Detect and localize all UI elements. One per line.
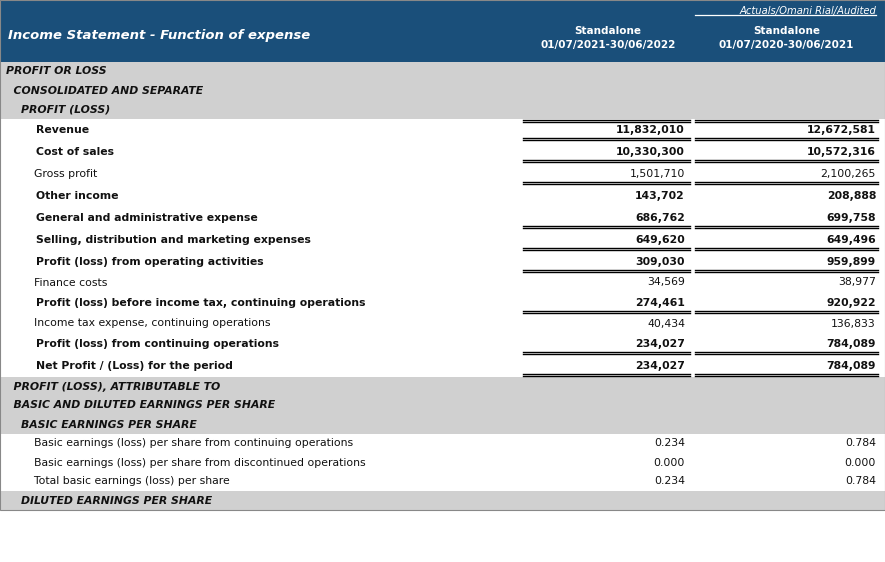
Text: 1,501,710: 1,501,710: [629, 169, 685, 179]
Text: 920,922: 920,922: [827, 298, 876, 308]
Text: 38,977: 38,977: [838, 278, 876, 288]
Text: 234,027: 234,027: [635, 361, 685, 371]
Text: 10,572,316: 10,572,316: [807, 147, 876, 157]
Text: 649,496: 649,496: [827, 235, 876, 245]
Bar: [0, 377, 885, 396]
Text: 10,330,300: 10,330,300: [616, 147, 685, 157]
Text: 0.784: 0.784: [845, 438, 876, 448]
Text: Income tax expense, continuing operations: Income tax expense, continuing operation…: [6, 319, 271, 329]
Bar: [0, 333, 885, 355]
Text: BASIC EARNINGS PER SHARE: BASIC EARNINGS PER SHARE: [6, 419, 196, 429]
Text: 0.234: 0.234: [654, 438, 685, 448]
Text: Profit (loss) from continuing operations: Profit (loss) from continuing operations: [6, 339, 279, 349]
Bar: [0, 355, 885, 377]
Text: Total basic earnings (loss) per share: Total basic earnings (loss) per share: [6, 477, 230, 487]
Text: Income Statement - Function of expense: Income Statement - Function of expense: [8, 29, 311, 43]
Text: 136,833: 136,833: [831, 319, 876, 329]
Text: 274,461: 274,461: [635, 298, 685, 308]
Text: 309,030: 309,030: [635, 257, 685, 267]
Text: Gross profit: Gross profit: [6, 169, 97, 179]
Text: Revenue: Revenue: [6, 125, 89, 135]
Text: 12,672,581: 12,672,581: [807, 125, 876, 135]
Bar: [0, 314, 885, 333]
Text: Cost of sales: Cost of sales: [6, 147, 114, 157]
Text: BASIC AND DILUTED EARNINGS PER SHARE: BASIC AND DILUTED EARNINGS PER SHARE: [6, 401, 275, 410]
Text: 959,899: 959,899: [827, 257, 876, 267]
Text: PROFIT (LOSS): PROFIT (LOSS): [6, 105, 111, 115]
Text: Standalone
01/07/2021-30/06/2022: Standalone 01/07/2021-30/06/2022: [541, 26, 675, 51]
Bar: [0, 0, 885, 62]
Bar: [0, 119, 885, 141]
Text: PROFIT OR LOSS: PROFIT OR LOSS: [6, 66, 106, 76]
Bar: [0, 292, 885, 314]
Text: 34,569: 34,569: [647, 278, 685, 288]
Bar: [0, 453, 885, 472]
Text: 40,434: 40,434: [647, 319, 685, 329]
Bar: [0, 100, 885, 119]
Text: Net Profit / (Loss) for the period: Net Profit / (Loss) for the period: [6, 361, 233, 371]
Text: 2,100,265: 2,100,265: [820, 169, 876, 179]
Bar: [0, 434, 885, 453]
Text: 686,762: 686,762: [635, 213, 685, 223]
Text: 0.234: 0.234: [654, 477, 685, 487]
Bar: [0, 81, 885, 100]
Text: Profit (loss) from operating activities: Profit (loss) from operating activities: [6, 257, 264, 267]
Text: Other income: Other income: [6, 191, 119, 201]
Bar: [0, 273, 885, 292]
Bar: [0, 472, 885, 491]
Bar: [0, 62, 885, 81]
Bar: [0, 207, 885, 229]
Text: General and administrative expense: General and administrative expense: [6, 213, 258, 223]
Text: Basic earnings (loss) per share from discontinued operations: Basic earnings (loss) per share from dis…: [6, 457, 366, 468]
Bar: [0, 229, 885, 251]
Text: 208,888: 208,888: [827, 191, 876, 201]
Text: 0.000: 0.000: [844, 457, 876, 468]
Text: 234,027: 234,027: [635, 339, 685, 349]
Text: 11,832,010: 11,832,010: [616, 125, 685, 135]
Bar: [0, 185, 885, 207]
Text: 649,620: 649,620: [635, 235, 685, 245]
Text: CONSOLIDATED AND SEPARATE: CONSOLIDATED AND SEPARATE: [6, 85, 204, 96]
Bar: [0, 251, 885, 273]
Bar: [0, 491, 885, 510]
Text: Selling, distribution and marketing expenses: Selling, distribution and marketing expe…: [6, 235, 311, 245]
Text: Basic earnings (loss) per share from continuing operations: Basic earnings (loss) per share from con…: [6, 438, 353, 448]
Text: Finance costs: Finance costs: [6, 278, 107, 288]
Text: 784,089: 784,089: [827, 339, 876, 349]
Text: Standalone
01/07/2020-30/06/2021: Standalone 01/07/2020-30/06/2021: [719, 26, 854, 51]
Bar: [0, 141, 885, 163]
Text: DILUTED EARNINGS PER SHARE: DILUTED EARNINGS PER SHARE: [6, 496, 212, 505]
Text: 784,089: 784,089: [827, 361, 876, 371]
Text: 0.000: 0.000: [654, 457, 685, 468]
Text: 0.784: 0.784: [845, 477, 876, 487]
Text: Actuals/Omani Rial/Audited: Actuals/Omani Rial/Audited: [739, 6, 876, 16]
Bar: [0, 396, 885, 415]
Text: 699,758: 699,758: [827, 213, 876, 223]
Text: Profit (loss) before income tax, continuing operations: Profit (loss) before income tax, continu…: [6, 298, 366, 308]
Bar: [0, 415, 885, 434]
Text: 143,702: 143,702: [635, 191, 685, 201]
Bar: [0, 163, 885, 185]
Text: PROFIT (LOSS), ATTRIBUTABLE TO: PROFIT (LOSS), ATTRIBUTABLE TO: [6, 382, 220, 392]
